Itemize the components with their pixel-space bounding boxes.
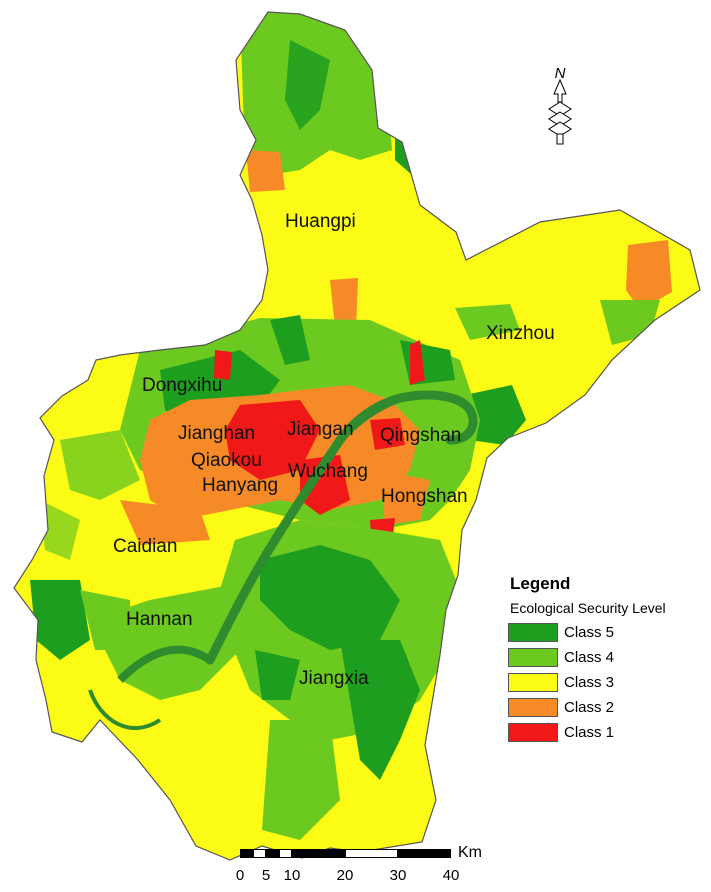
district-label-huangpi: Huangpi (285, 211, 356, 232)
scale-bar-segment (266, 849, 279, 858)
scale-bar-segment (240, 849, 253, 858)
legend-item: Class 5 (508, 620, 708, 644)
scale-bar-tick: 40 (442, 867, 460, 884)
legend-swatch (508, 672, 558, 692)
district-label-caidian: Caidian (113, 536, 178, 557)
district-label-hongshan: Hongshan (381, 486, 468, 507)
north-arrow-label: N (555, 65, 566, 82)
scale-bar: Km 0 5 10 20 30 40 (235, 844, 496, 889)
legend-label: Class 4 (564, 648, 615, 666)
scale-bar-tick: 0 (235, 867, 245, 884)
legend-label: Class 3 (564, 673, 615, 691)
scale-bar-segment (253, 849, 266, 858)
legend-swatch (508, 622, 558, 642)
legend-swatch (508, 697, 558, 717)
district-label-jiangxia: Jiangxia (299, 668, 369, 689)
district-label-jiangan: Jiangan (287, 419, 354, 440)
legend-item: Class 4 (508, 645, 708, 669)
legend-label: Class 5 (564, 623, 615, 641)
scale-bar-unit: Km (458, 844, 482, 861)
district-label-qingshan: Qingshan (380, 425, 462, 446)
map-legend: Legend Ecological Security Level Class 5… (508, 574, 708, 745)
district-label-xinzhou: Xinzhou (486, 323, 555, 344)
district-label-dongxihu: Dongxihu (142, 375, 223, 396)
legend-label: Class 2 (564, 698, 615, 716)
district-label-qiaokou: Qiaokou (191, 450, 262, 471)
legend-item: Class 1 (508, 720, 708, 744)
scale-bar-tick: 20 (336, 867, 354, 884)
north-arrow-icon: N (548, 65, 572, 145)
legend-subtitle: Ecological Security Level (510, 600, 666, 616)
scale-bar-tick: 10 (283, 867, 301, 884)
district-label-hanyang: Hanyang (202, 475, 279, 496)
scale-bar-segment (292, 849, 345, 858)
legend-swatch (508, 722, 558, 742)
legend-title: Legend (510, 574, 571, 593)
scale-bar-segment (345, 849, 398, 858)
legend-item: Class 2 (508, 695, 708, 719)
legend-label: Class 1 (564, 723, 615, 741)
scale-bar-tick: 30 (389, 867, 407, 884)
scale-bar-segment (398, 849, 451, 858)
district-label-hannan: Hannan (126, 609, 193, 630)
legend-item: Class 3 (508, 670, 708, 694)
district-label-wuchang: Wuchang (288, 461, 368, 482)
legend-swatch (508, 647, 558, 667)
scale-bar-tick: 5 (261, 867, 271, 884)
district-label-jianghan: Jianghan (178, 423, 256, 444)
scale-bar-segment (279, 849, 292, 858)
